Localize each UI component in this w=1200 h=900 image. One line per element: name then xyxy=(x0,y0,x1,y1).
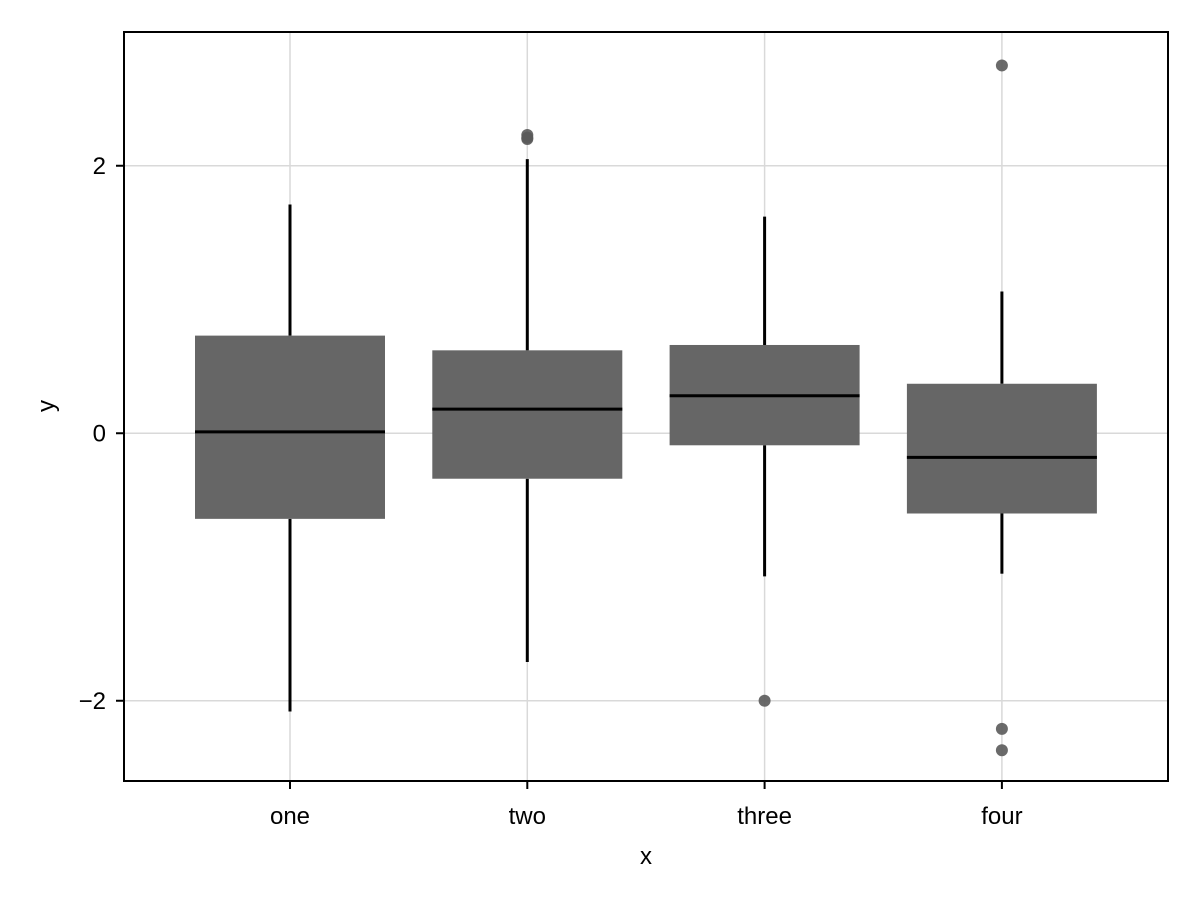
x-tick-label: one xyxy=(270,803,310,830)
y-tick-label: 2 xyxy=(93,153,106,180)
x-tick-label: two xyxy=(509,803,546,830)
axis-layer: −2 0 2 one two three four xyxy=(79,153,1023,830)
y-tick-label: −2 xyxy=(79,688,106,715)
box-iqr xyxy=(906,383,1097,514)
outlier-point xyxy=(995,722,1008,735)
box-iqr xyxy=(432,350,623,479)
x-axis-title: x xyxy=(640,843,652,870)
outlier-point xyxy=(995,744,1008,757)
outlier-point xyxy=(758,694,771,707)
outlier-point xyxy=(995,59,1008,72)
outlier-point xyxy=(521,128,534,141)
x-tick-label: four xyxy=(981,803,1022,830)
y-axis-title: y xyxy=(33,400,60,412)
box-layer xyxy=(195,59,1097,757)
y-tick-label: 0 xyxy=(93,420,106,447)
box-iqr xyxy=(195,335,385,519)
plot-frame xyxy=(123,31,1169,782)
x-tick-label: three xyxy=(737,803,792,830)
